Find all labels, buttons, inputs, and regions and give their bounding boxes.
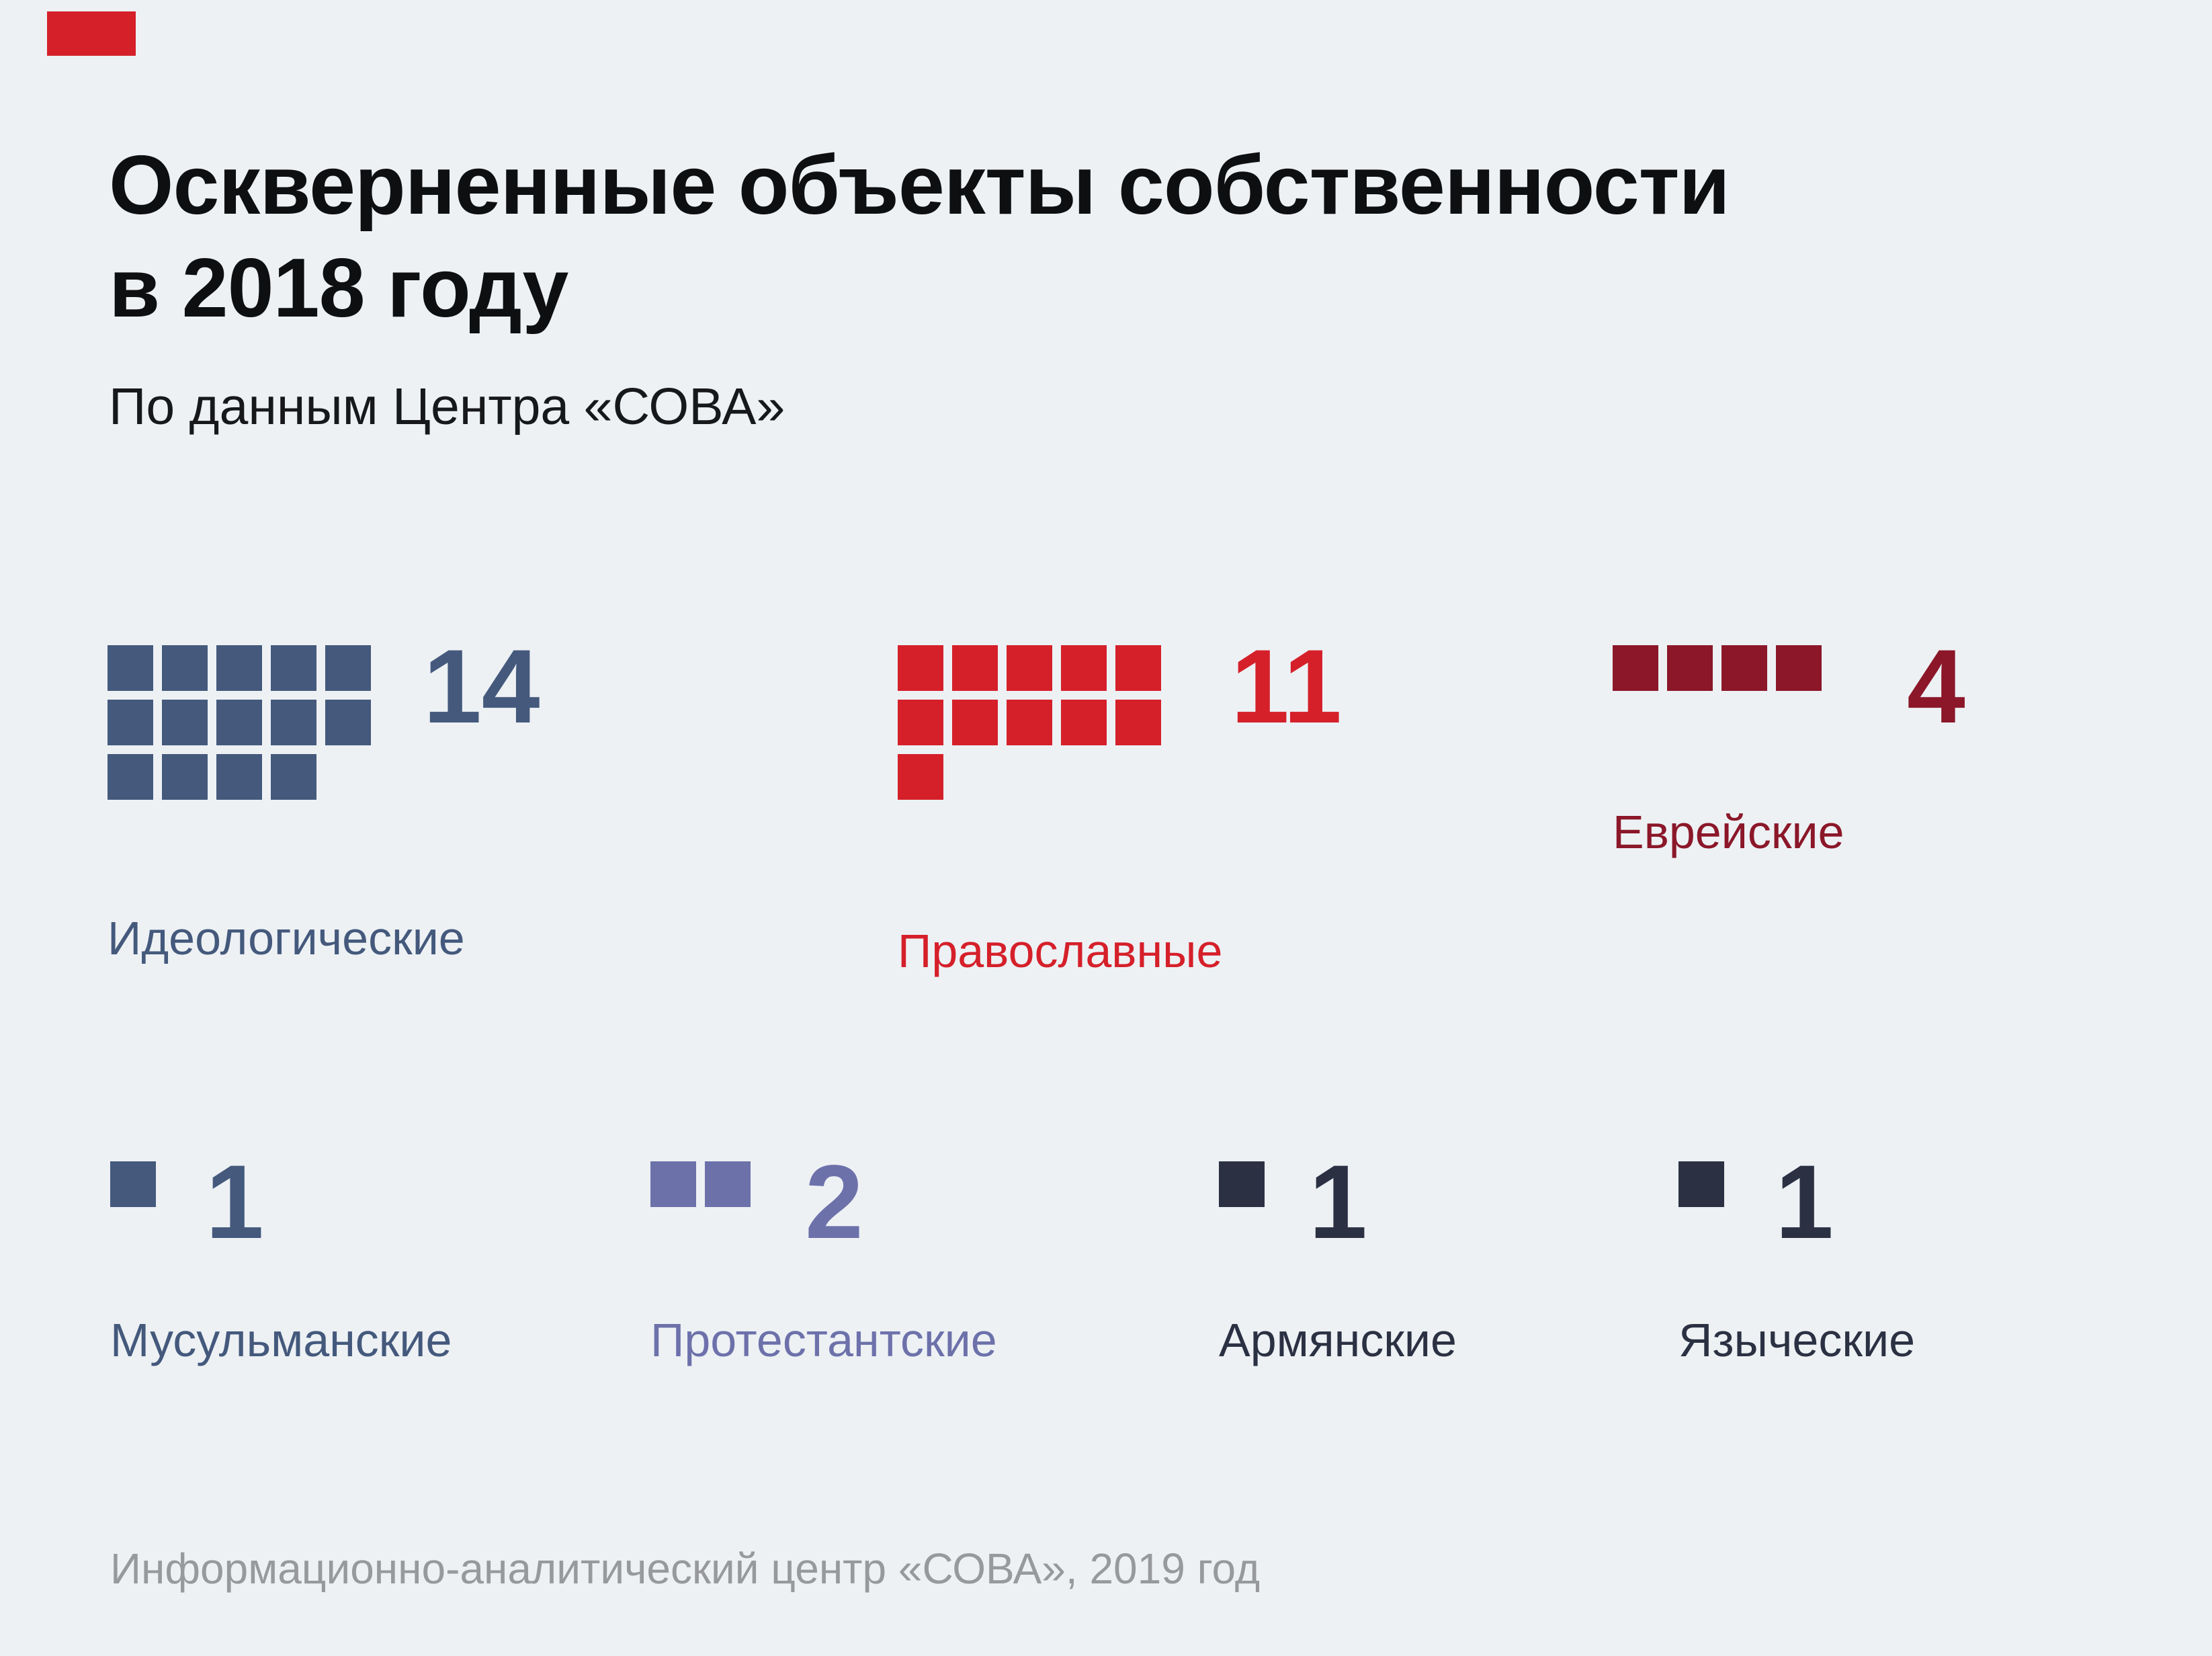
waffle-pagan <box>1678 1161 1942 1207</box>
waffle-square <box>1061 645 1107 691</box>
waffle-jewish <box>1613 645 1876 691</box>
waffle-square <box>271 754 316 800</box>
waffle-square <box>1007 700 1052 745</box>
value-pagan: 1 <box>1775 1144 1834 1261</box>
waffle-square <box>108 754 153 800</box>
waffle-square <box>1115 645 1161 691</box>
label-orthodox: Православные <box>898 925 1223 977</box>
subtitle: По данным Центра «СОВА» <box>109 378 785 436</box>
waffle-square <box>1721 645 1767 691</box>
waffle-square <box>216 645 262 691</box>
waffle-square <box>1776 645 1822 691</box>
waffle-square <box>162 754 208 800</box>
page-title: Оскверненные объекты собственности в 201… <box>109 134 1730 340</box>
waffle-square <box>110 1161 156 1207</box>
waffle-square <box>216 754 262 800</box>
waffle-square <box>1115 700 1161 745</box>
value-jewish: 4 <box>1907 628 1965 745</box>
waffle-square <box>162 700 208 745</box>
waffle-square <box>952 645 998 691</box>
waffle-square <box>1007 645 1052 691</box>
waffle-square <box>108 645 153 691</box>
waffle-ideological <box>108 645 371 800</box>
waffle-square <box>1613 645 1658 691</box>
title-line-2: в 2018 году <box>109 242 568 335</box>
value-muslim: 1 <box>206 1144 264 1261</box>
source-attribution: Информационно-аналитический центр «СОВА»… <box>110 1544 1261 1593</box>
title-line-1: Оскверненные объекты собственности <box>109 139 1730 232</box>
waffle-square <box>952 700 998 745</box>
waffle-square <box>162 645 208 691</box>
waffle-square <box>705 1161 751 1207</box>
waffle-square <box>325 700 371 745</box>
waffle-square <box>1667 645 1713 691</box>
waffle-square <box>216 700 262 745</box>
waffle-square <box>108 700 153 745</box>
waffle-armenian <box>1219 1161 1482 1207</box>
label-muslim: Мусульманские <box>110 1314 452 1366</box>
waffle-square <box>898 645 943 691</box>
label-protestant: Протестантские <box>650 1314 997 1366</box>
brand-mark <box>47 11 136 56</box>
label-pagan: Языческие <box>1678 1314 1916 1366</box>
waffle-square <box>898 700 943 745</box>
label-ideological: Идеологические <box>108 912 465 964</box>
waffle-square <box>898 754 943 800</box>
waffle-square <box>1061 700 1107 745</box>
waffle-square <box>271 645 316 691</box>
label-armenian: Армянские <box>1219 1314 1457 1366</box>
waffle-muslim <box>110 1161 374 1207</box>
waffle-square <box>271 700 316 745</box>
value-ideological: 14 <box>423 628 540 745</box>
waffle-orthodox <box>898 645 1161 800</box>
waffle-square <box>1678 1161 1724 1207</box>
waffle-protestant <box>650 1161 914 1207</box>
value-protestant: 2 <box>805 1144 863 1261</box>
waffle-square <box>325 645 371 691</box>
label-jewish: Еврейские <box>1613 806 1844 858</box>
waffle-square <box>1219 1161 1265 1207</box>
value-orthodox: 11 <box>1231 628 1342 745</box>
waffle-square <box>650 1161 696 1207</box>
value-armenian: 1 <box>1309 1144 1367 1261</box>
